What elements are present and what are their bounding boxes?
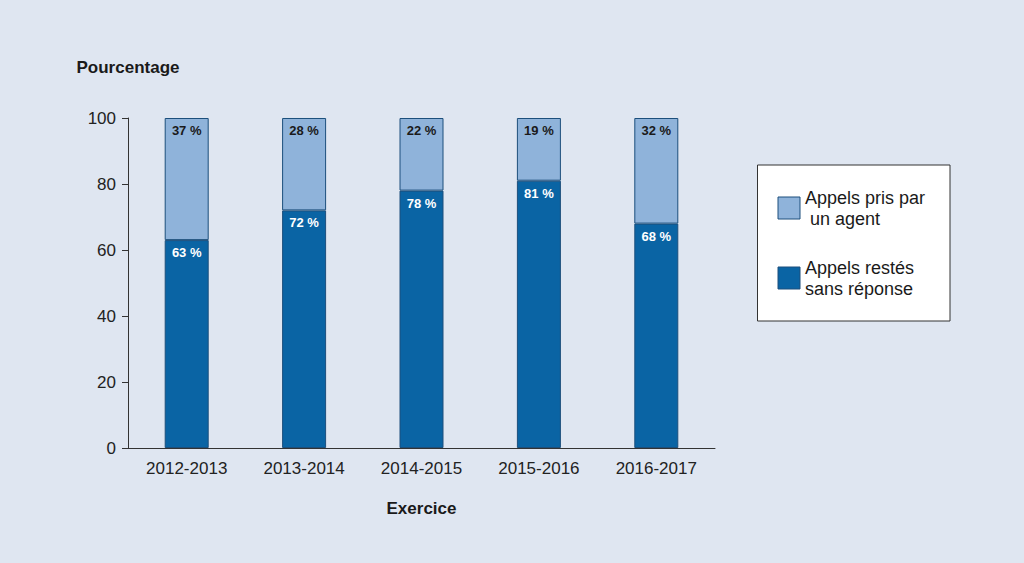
svg-text:40: 40 <box>97 307 116 326</box>
svg-text:60: 60 <box>97 241 116 260</box>
svg-text:100: 100 <box>88 109 116 128</box>
svg-text:68 %: 68 % <box>641 229 671 244</box>
svg-text:22 %: 22 % <box>407 123 437 138</box>
svg-text:Exercice: Exercice <box>387 499 457 518</box>
svg-text:80: 80 <box>97 175 116 194</box>
svg-text:81 %: 81 % <box>524 186 554 201</box>
svg-text:63 %: 63 % <box>172 245 202 260</box>
svg-text:un agent: un agent <box>805 209 880 229</box>
svg-text:Appels pris par: Appels pris par <box>805 188 925 208</box>
svg-text:sans réponse: sans réponse <box>805 279 913 299</box>
svg-text:32 %: 32 % <box>641 123 671 138</box>
svg-text:2015-2016: 2015-2016 <box>498 459 579 478</box>
svg-text:Pourcentage: Pourcentage <box>77 58 180 77</box>
svg-text:72 %: 72 % <box>289 215 319 230</box>
svg-text:0: 0 <box>107 439 116 458</box>
svg-text:2016-2017: 2016-2017 <box>616 459 697 478</box>
svg-text:Appels restés: Appels restés <box>805 258 919 278</box>
svg-text:19 %: 19 % <box>524 123 554 138</box>
svg-text:37 %: 37 % <box>172 123 202 138</box>
svg-text:2013-2014: 2013-2014 <box>263 459 344 478</box>
svg-text:20: 20 <box>97 373 116 392</box>
svg-text:78 %: 78 % <box>407 196 437 211</box>
svg-text:2014-2015: 2014-2015 <box>381 459 462 478</box>
svg-text:2012-2013: 2012-2013 <box>146 459 227 478</box>
svg-text:28 %: 28 % <box>289 123 319 138</box>
